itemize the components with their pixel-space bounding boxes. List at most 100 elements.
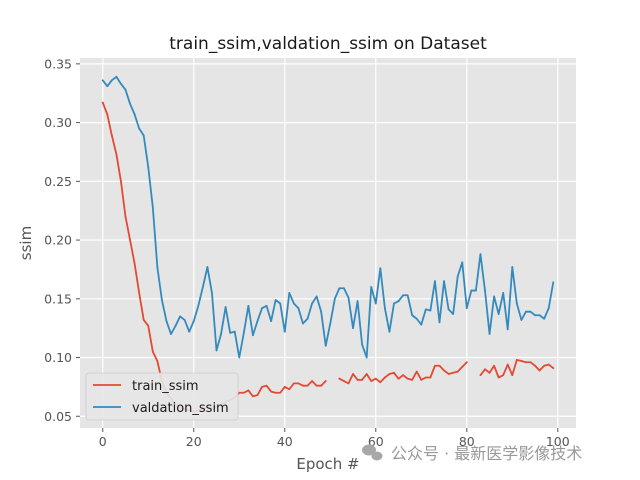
data-point-valdation-ssim bbox=[543, 317, 546, 320]
data-point-valdation-ssim bbox=[493, 295, 495, 298]
data-point-valdation-ssim bbox=[424, 308, 427, 311]
data-point-valdation-ssim bbox=[265, 304, 268, 307]
data-point-valdation-ssim bbox=[115, 75, 118, 78]
x-tick-label: 20 bbox=[186, 434, 202, 449]
data-point-train-ssim bbox=[129, 239, 131, 241]
data-point-valdation-ssim bbox=[133, 113, 136, 116]
data-point-valdation-ssim bbox=[174, 324, 177, 327]
data-point-train-ssim bbox=[493, 364, 495, 367]
data-point-train-ssim bbox=[388, 373, 391, 375]
watermark: 公众号 · 最新医学影像技术 bbox=[362, 444, 582, 463]
data-point-valdation-ssim bbox=[461, 261, 464, 264]
data-point-valdation-ssim bbox=[151, 206, 154, 209]
data-point-train-ssim bbox=[552, 367, 555, 369]
data-point-valdation-ssim bbox=[347, 296, 350, 299]
data-point-train-ssim bbox=[252, 395, 254, 398]
data-point-valdation-ssim bbox=[292, 302, 295, 305]
data-point-train-ssim bbox=[534, 364, 536, 367]
data-point-train-ssim bbox=[465, 361, 468, 364]
data-point-valdation-ssim bbox=[211, 292, 213, 294]
legend-label-valdation-ssim: valdation_ssim bbox=[132, 401, 229, 416]
data-point-valdation-ssim bbox=[361, 343, 364, 346]
data-point-train-ssim bbox=[511, 374, 514, 377]
data-point-valdation-ssim bbox=[529, 310, 532, 313]
data-point-valdation-ssim bbox=[470, 289, 473, 292]
x-axis-label: Epoch # bbox=[296, 455, 359, 473]
data-point-train-ssim bbox=[443, 369, 445, 372]
data-point-train-ssim bbox=[138, 292, 141, 294]
x-axis-ticks: 0 20 40 60 80 100 bbox=[99, 428, 570, 449]
data-point-valdation-ssim bbox=[142, 134, 145, 137]
data-point-valdation-ssim bbox=[497, 313, 500, 315]
data-point-valdation-ssim bbox=[252, 334, 254, 337]
data-point-valdation-ssim bbox=[397, 300, 400, 303]
data-point-train-ssim bbox=[497, 376, 500, 379]
data-point-valdation-ssim bbox=[101, 79, 104, 82]
data-point-valdation-ssim bbox=[525, 310, 527, 313]
data-point-train-ssim bbox=[456, 370, 459, 373]
data-point-train-ssim bbox=[347, 382, 350, 385]
data-point-train-ssim bbox=[106, 113, 109, 116]
data-point-train-ssim bbox=[488, 371, 491, 374]
y-tick-label: 0.35 bbox=[44, 56, 72, 71]
data-point-train-ssim bbox=[520, 360, 523, 362]
data-point-valdation-ssim bbox=[333, 297, 336, 300]
wechat-icon bbox=[362, 444, 383, 461]
data-point-valdation-ssim bbox=[393, 302, 395, 305]
data-point-valdation-ssim bbox=[520, 319, 523, 321]
data-point-train-ssim bbox=[151, 350, 154, 353]
data-point-valdation-ssim bbox=[129, 102, 131, 105]
data-point-train-ssim bbox=[288, 388, 291, 391]
data-point-train-ssim bbox=[147, 324, 150, 327]
data-point-valdation-ssim bbox=[538, 314, 541, 317]
data-point-valdation-ssim bbox=[484, 289, 486, 292]
data-point-train-ssim bbox=[238, 391, 241, 394]
data-point-valdation-ssim bbox=[201, 286, 204, 288]
data-point-train-ssim bbox=[543, 364, 546, 367]
data-point-valdation-ssim bbox=[456, 275, 459, 278]
data-point-train-ssim bbox=[484, 368, 486, 371]
data-point-train-ssim bbox=[270, 390, 273, 393]
data-point-train-ssim bbox=[320, 384, 323, 387]
data-point-valdation-ssim bbox=[220, 333, 222, 335]
data-point-valdation-ssim bbox=[306, 317, 309, 320]
data-point-valdation-ssim bbox=[138, 127, 141, 130]
data-point-valdation-ssim bbox=[420, 323, 423, 326]
data-point-valdation-ssim bbox=[552, 281, 555, 284]
data-point-train-ssim bbox=[338, 377, 341, 380]
data-point-valdation-ssim bbox=[242, 331, 245, 334]
data-point-train-ssim bbox=[110, 134, 113, 137]
data-point-valdation-ssim bbox=[274, 299, 277, 301]
data-point-train-ssim bbox=[383, 376, 386, 379]
data-point-valdation-ssim bbox=[434, 280, 436, 283]
data-point-valdation-ssim bbox=[415, 317, 418, 320]
grid bbox=[80, 58, 576, 428]
data-point-train-ssim bbox=[156, 360, 159, 362]
data-point-train-ssim bbox=[420, 378, 423, 381]
data-point-valdation-ssim bbox=[511, 266, 514, 268]
data-point-train-ssim bbox=[547, 363, 550, 366]
data-point-train-ssim bbox=[274, 391, 277, 394]
data-point-train-ssim bbox=[115, 153, 118, 156]
data-point-valdation-ssim bbox=[370, 286, 373, 288]
data-point-valdation-ssim bbox=[233, 330, 236, 333]
x-tick-label: 0 bbox=[99, 434, 107, 449]
watermark-text: 公众号 · 最新医学影像技术 bbox=[391, 444, 582, 463]
data-point-valdation-ssim bbox=[315, 295, 318, 298]
data-point-train-ssim bbox=[374, 377, 377, 380]
data-point-train-ssim bbox=[379, 381, 382, 384]
data-point-valdation-ssim bbox=[443, 280, 445, 283]
data-point-train-ssim bbox=[101, 101, 104, 104]
data-point-train-ssim bbox=[370, 380, 373, 382]
data-point-train-ssim bbox=[506, 363, 509, 366]
data-point-train-ssim bbox=[265, 384, 268, 387]
data-point-train-ssim bbox=[424, 376, 427, 379]
data-point-valdation-ssim bbox=[170, 333, 172, 335]
data-point-valdation-ssim bbox=[374, 302, 377, 305]
data-point-valdation-ssim bbox=[452, 313, 455, 315]
y-axis-ticks: 0.05 0.10 0.15 0.20 0.25 0.30 0.35 bbox=[44, 56, 80, 424]
data-point-train-ssim bbox=[434, 364, 436, 367]
data-point-valdation-ssim bbox=[215, 349, 218, 352]
data-point-train-ssim bbox=[402, 374, 404, 377]
